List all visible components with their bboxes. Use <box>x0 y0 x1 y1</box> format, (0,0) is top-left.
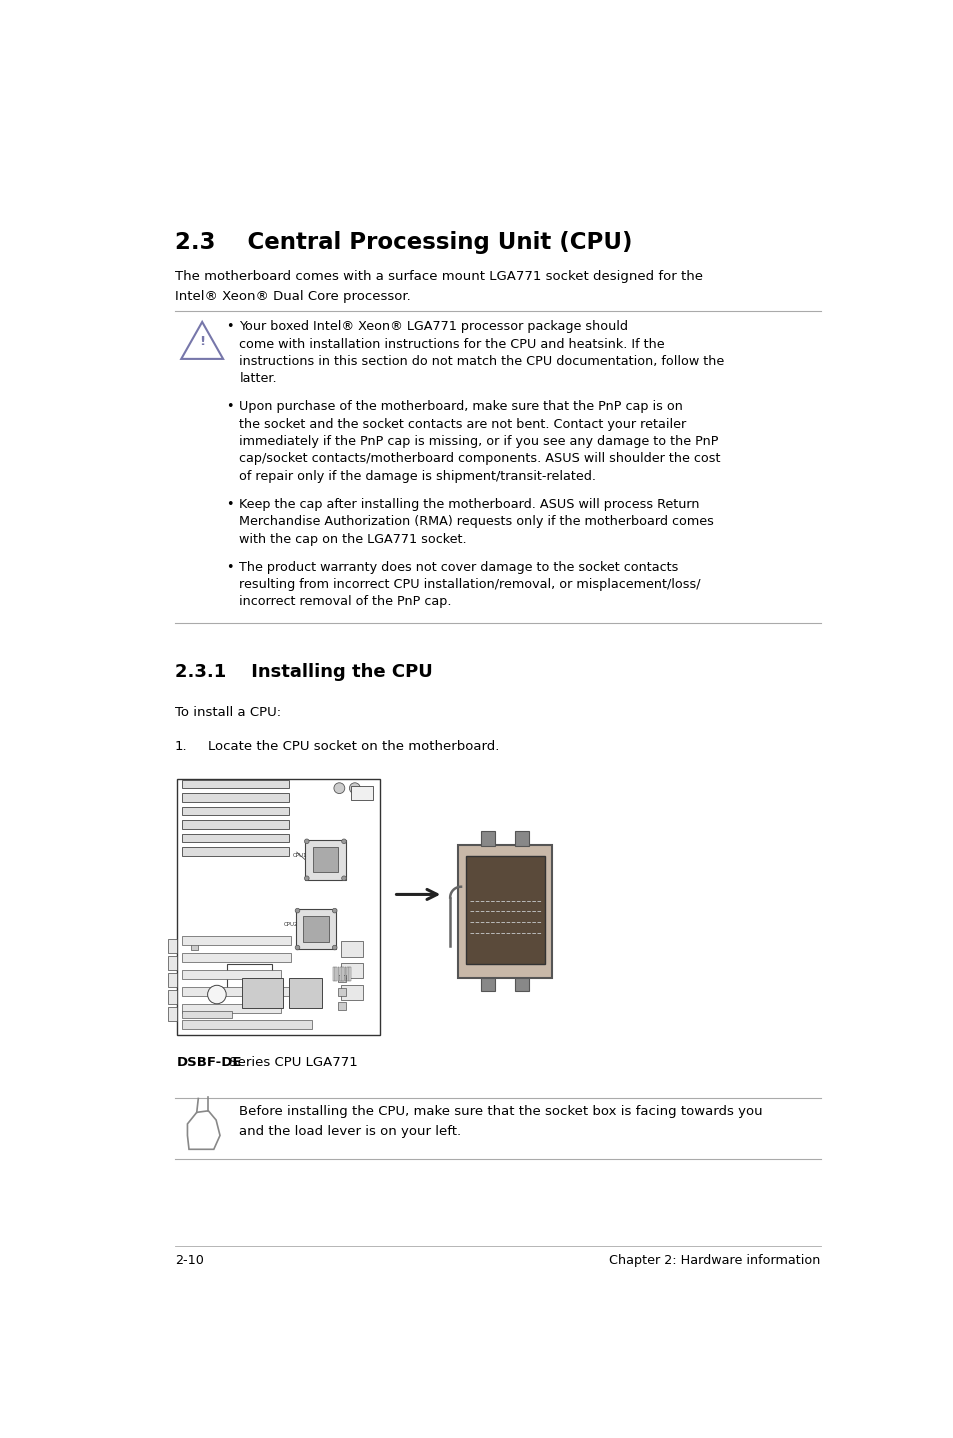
Circle shape <box>294 909 299 913</box>
Bar <box>337 966 339 981</box>
Bar <box>182 1004 281 1012</box>
Bar <box>333 966 335 981</box>
Text: the socket and the socket contacts are not bent. Contact your retailer: the socket and the socket contacts are n… <box>239 418 686 431</box>
Bar <box>344 966 346 981</box>
Text: Upon purchase of the motherboard, make sure that the PnP cap is on: Upon purchase of the motherboard, make s… <box>239 400 682 414</box>
Text: Keep the cap after installing the motherboard. ASUS will process Return: Keep the cap after installing the mother… <box>239 498 700 510</box>
Bar <box>182 936 291 945</box>
Bar <box>337 1002 345 1009</box>
Bar <box>242 978 282 1008</box>
Bar <box>182 779 289 788</box>
Bar <box>340 966 341 981</box>
Bar <box>347 966 348 981</box>
Bar <box>168 989 176 1004</box>
Text: cap/socket contacts/motherboard components. ASUS will shoulder the cost: cap/socket contacts/motherboard componen… <box>239 453 720 466</box>
Circle shape <box>304 838 309 844</box>
Text: The product warranty does not cover damage to the socket contacts: The product warranty does not cover dama… <box>239 561 678 574</box>
Bar <box>176 779 379 1034</box>
Bar <box>465 856 544 963</box>
Text: !: ! <box>199 335 205 348</box>
Circle shape <box>341 876 346 880</box>
Bar <box>303 916 329 942</box>
Text: resulting from incorrect CPU installation/removal, or misplacement/loss/: resulting from incorrect CPU installatio… <box>239 578 700 591</box>
Text: immediately if the PnP cap is missing, or if you see any damage to the PnP: immediately if the PnP cap is missing, o… <box>239 436 719 449</box>
Bar <box>168 1007 176 1021</box>
Bar <box>191 942 198 951</box>
Bar <box>305 840 345 880</box>
Text: with the cap on the LGA771 socket.: with the cap on the LGA771 socket. <box>239 532 467 545</box>
Text: •: • <box>226 400 233 414</box>
Text: Chapter 2: Hardware information: Chapter 2: Hardware information <box>609 1254 820 1267</box>
Text: Your boxed Intel® Xeon® LGA771 processor package should: Your boxed Intel® Xeon® LGA771 processor… <box>239 321 628 334</box>
Text: Merchandise Authorization (RMA) requests only if the motherboard comes: Merchandise Authorization (RMA) requests… <box>239 515 714 528</box>
Bar <box>295 909 335 949</box>
Text: Locate the CPU socket on the motherboard.: Locate the CPU socket on the motherboard… <box>208 741 498 754</box>
Bar <box>340 942 362 956</box>
Bar <box>182 834 289 843</box>
Circle shape <box>334 782 344 794</box>
Circle shape <box>332 909 336 913</box>
Circle shape <box>349 782 360 794</box>
Circle shape <box>208 985 226 1004</box>
Bar <box>227 963 272 988</box>
Circle shape <box>332 945 336 951</box>
Text: of repair only if the damage is shipment/transit-related.: of repair only if the damage is shipment… <box>239 470 596 483</box>
Bar <box>351 785 373 800</box>
Text: Series CPU LGA771: Series CPU LGA771 <box>224 1055 357 1068</box>
Bar <box>182 986 291 997</box>
Bar <box>182 794 289 801</box>
Text: incorrect removal of the PnP cap.: incorrect removal of the PnP cap. <box>239 595 452 608</box>
Text: The motherboard comes with a surface mount LGA771 socket designed for the: The motherboard comes with a surface mou… <box>174 269 702 283</box>
Text: CPU1: CPU1 <box>293 853 307 857</box>
Bar <box>289 978 321 1008</box>
Bar <box>337 975 345 982</box>
Bar <box>337 988 345 997</box>
Bar <box>457 846 552 978</box>
Bar <box>515 978 529 991</box>
Bar <box>342 966 344 981</box>
Bar <box>182 807 289 815</box>
Bar <box>168 974 176 986</box>
Text: and the load lever is on your left.: and the load lever is on your left. <box>238 1125 460 1137</box>
Bar <box>515 831 529 846</box>
Circle shape <box>304 876 309 880</box>
Bar <box>182 969 281 979</box>
Text: 1.: 1. <box>174 741 188 754</box>
Text: 2.3    Central Processing Unit (CPU): 2.3 Central Processing Unit (CPU) <box>174 232 632 255</box>
Bar <box>480 978 495 991</box>
Bar <box>182 1020 312 1030</box>
Text: CPU2: CPU2 <box>283 922 297 928</box>
Bar <box>480 831 495 846</box>
Bar <box>349 966 351 981</box>
Bar <box>340 963 362 978</box>
Bar <box>182 953 291 962</box>
Text: •: • <box>226 561 233 574</box>
Bar <box>340 985 362 999</box>
Bar <box>313 847 337 873</box>
Bar <box>182 1011 233 1018</box>
Circle shape <box>341 838 346 844</box>
Text: Intel® Xeon® Dual Core processor.: Intel® Xeon® Dual Core processor. <box>174 289 411 302</box>
Text: To install a CPU:: To install a CPU: <box>174 706 281 719</box>
Bar <box>168 939 176 953</box>
Bar <box>335 966 336 981</box>
Text: •: • <box>226 498 233 510</box>
Circle shape <box>294 945 299 951</box>
Text: Before installing the CPU, make sure that the socket box is facing towards you: Before installing the CPU, make sure tha… <box>238 1104 761 1117</box>
Bar <box>182 820 289 828</box>
Text: 2.3.1    Installing the CPU: 2.3.1 Installing the CPU <box>174 663 433 682</box>
Text: come with installation instructions for the CPU and heatsink. If the: come with installation instructions for … <box>239 338 664 351</box>
Bar <box>182 847 289 856</box>
Text: •: • <box>226 321 233 334</box>
Bar <box>168 956 176 969</box>
Text: latter.: latter. <box>239 372 276 385</box>
Text: DSBF-DE: DSBF-DE <box>176 1055 242 1068</box>
Text: instructions in this section do not match the CPU documentation, follow the: instructions in this section do not matc… <box>239 355 724 368</box>
Text: 2-10: 2-10 <box>174 1254 204 1267</box>
